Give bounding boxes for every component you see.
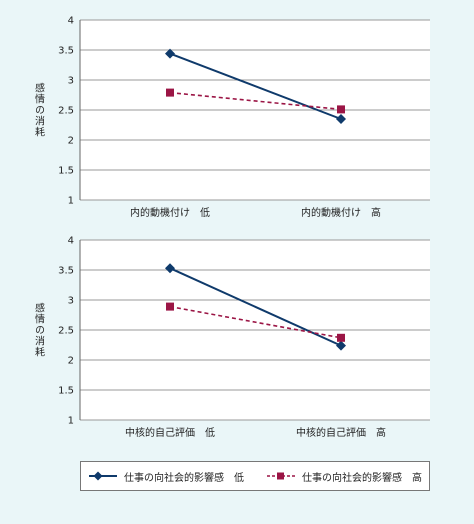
legend-high-swatch (267, 472, 295, 480)
data-point-low (336, 114, 346, 124)
data-point-low (165, 48, 175, 59)
diamond-marker-icon (93, 471, 103, 481)
chart-legend: 仕事の向社会的影響感 低 仕事の向社会的影響感 高 (80, 461, 430, 491)
y-tick-label: 4 (68, 236, 74, 247)
x-tick-label: 内的動機付け 高 (301, 206, 381, 219)
legend-high-label: 仕事の向社会的影響感 高 (302, 472, 422, 484)
y-tick-label: 1 (68, 196, 74, 207)
series-line-low (169, 52, 342, 120)
data-point-low (165, 263, 175, 274)
y-tick-label: 1 (68, 416, 74, 427)
y-tick-label: 2.5 (58, 106, 74, 117)
y-tick-label: 2 (68, 356, 74, 367)
legend-low-label: 仕事の向社会的影響感 低 (124, 472, 244, 484)
y-tick-label: 2.5 (58, 326, 74, 337)
series-line-low (169, 267, 342, 347)
x-tick-label: 内的動機付け 低 (130, 206, 210, 219)
series-line-high (169, 91, 342, 111)
data-point-high (166, 302, 174, 311)
series-line-high (169, 305, 342, 339)
y-tick-label: 2 (68, 136, 74, 147)
legend-item-low: 仕事の向社会的影響感 低 (88, 469, 244, 484)
y-axis-label: 感情の消耗 (33, 81, 45, 137)
y-tick-label: 3 (68, 296, 74, 307)
y-tick-label: 4 (68, 16, 74, 27)
data-point-high (337, 333, 345, 342)
x-tick-label: 中核的自己評価 高 (296, 426, 386, 439)
legend-item-high: 仕事の向社会的影響感 高 (266, 469, 422, 484)
data-point-low (336, 340, 346, 351)
x-tick-label: 中核的自己評価 低 (125, 426, 215, 439)
y-tick-label: 3 (68, 76, 74, 87)
y-axis-label: 感情の消耗 (33, 301, 45, 357)
data-point-high (337, 105, 345, 114)
data-point-high (166, 88, 174, 97)
square-marker-icon (277, 472, 284, 480)
y-tick-label: 1.5 (58, 386, 74, 397)
legend-low-swatch (89, 471, 117, 481)
y-tick-label: 1.5 (58, 166, 74, 177)
y-tick-label: 3.5 (58, 266, 74, 277)
y-tick-label: 3.5 (58, 46, 74, 57)
